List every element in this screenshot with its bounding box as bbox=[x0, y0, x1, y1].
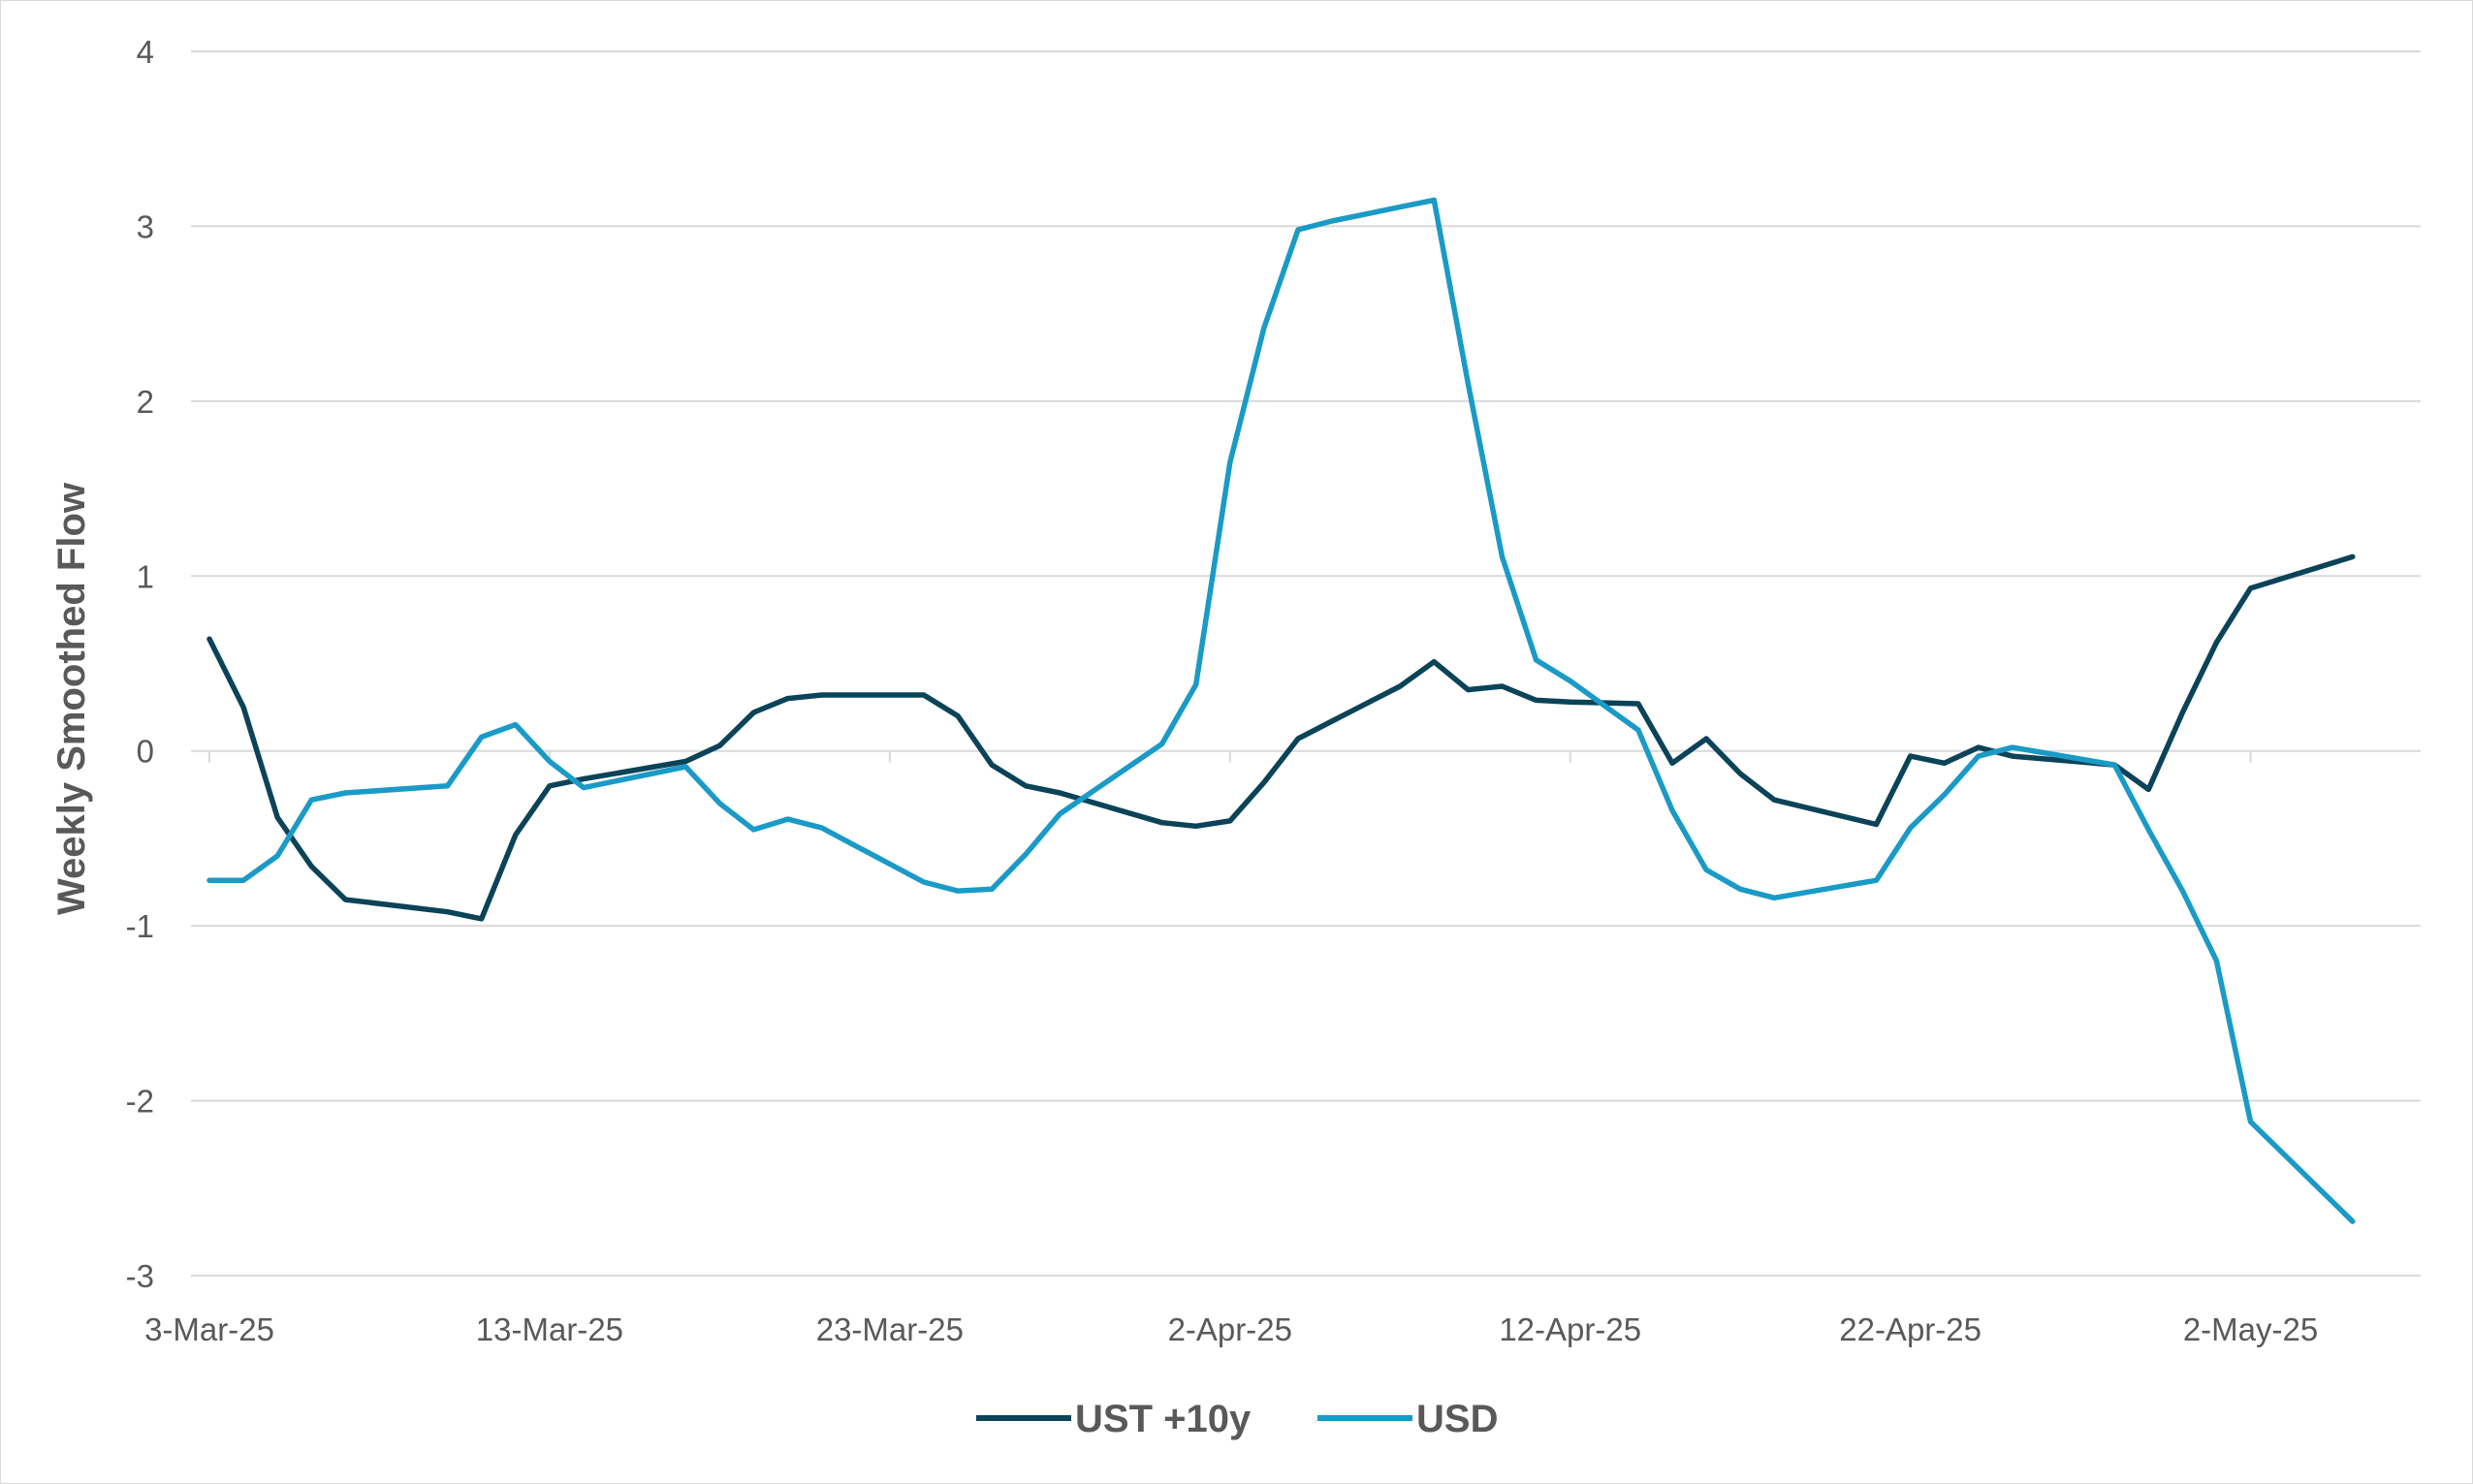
y-tick-label: 3 bbox=[137, 208, 154, 244]
y-tick-label: -3 bbox=[126, 1258, 154, 1294]
x-tick-label: 2-May-25 bbox=[2183, 1311, 2318, 1347]
y-tick-label: 1 bbox=[137, 558, 154, 594]
series-lines bbox=[206, 197, 2356, 1224]
x-tick-label: 22-Apr-25 bbox=[1839, 1311, 1982, 1347]
x-axis: 3-Mar-25 13-Mar-25 23-Mar-25 2-Apr-25 12-Apr… bbox=[144, 749, 2421, 1347]
x-tick-label: 13-Mar-25 bbox=[476, 1311, 623, 1347]
y-axis-title: Weekly Smoothed Flow bbox=[50, 482, 93, 915]
legend-label: UST +10y bbox=[1075, 1398, 1252, 1440]
x-tick-label: 23-Mar-25 bbox=[816, 1311, 964, 1347]
y-tick-label: -2 bbox=[126, 1084, 154, 1120]
y-tick-label: -1 bbox=[126, 908, 154, 944]
y-tick-label: 0 bbox=[137, 734, 154, 770]
series-line-ust-10y bbox=[206, 553, 2356, 922]
gridlines bbox=[191, 50, 2421, 1277]
legend: UST +10y USD bbox=[976, 1398, 1498, 1440]
y-axis: -3 -2 -1 0 1 2 3 4 bbox=[126, 34, 154, 1294]
x-tick-label: 3-Mar-25 bbox=[144, 1311, 274, 1347]
x-tick-label: 2-Apr-25 bbox=[1168, 1311, 1292, 1347]
x-tick-label: 12-Apr-25 bbox=[1499, 1311, 1641, 1347]
legend-label: USD bbox=[1416, 1398, 1498, 1440]
y-tick-label: 4 bbox=[137, 34, 154, 70]
series-line-usd bbox=[206, 197, 2356, 1224]
y-tick-label: 2 bbox=[137, 384, 154, 420]
